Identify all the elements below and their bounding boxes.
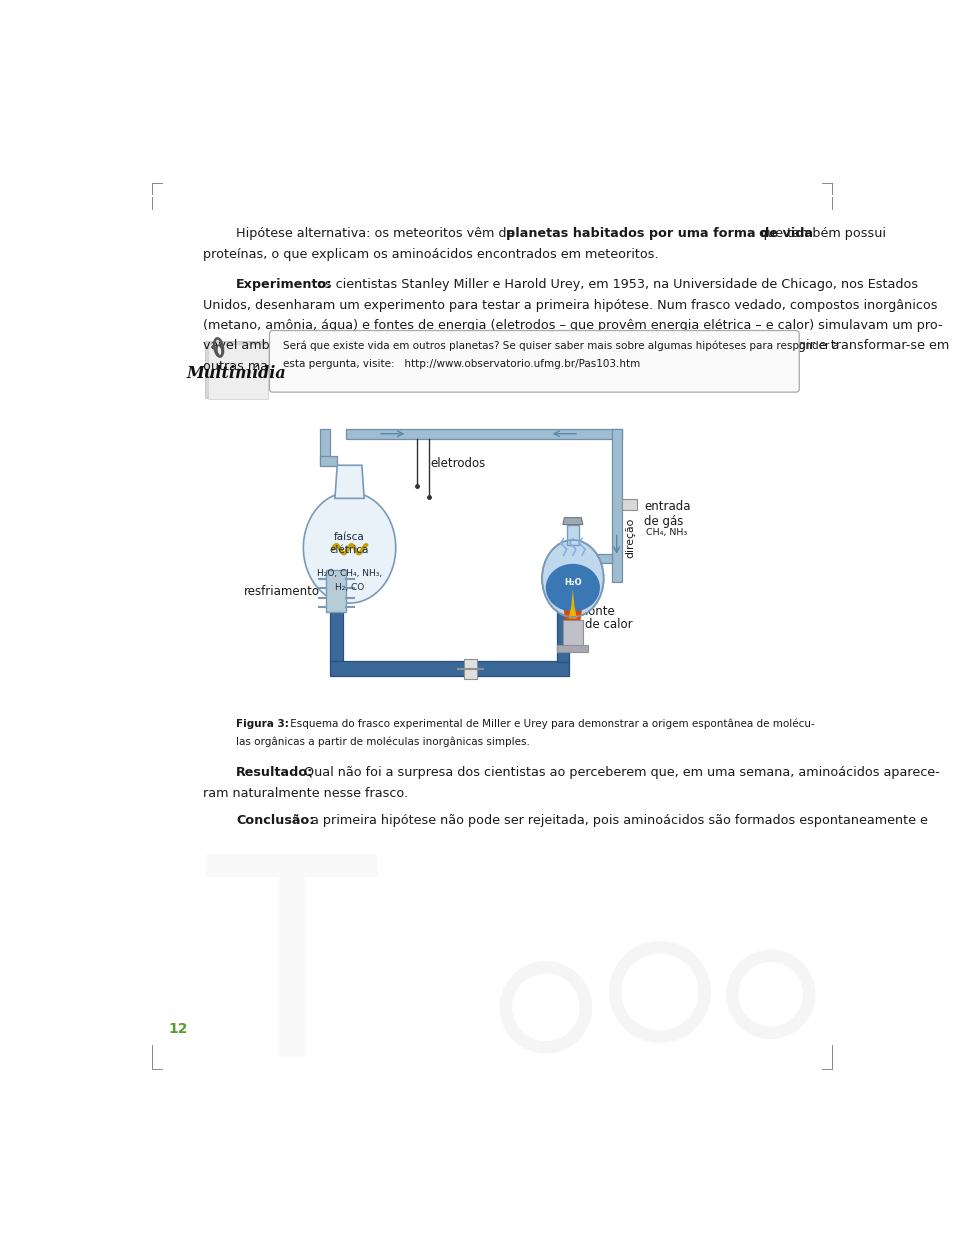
Polygon shape	[566, 525, 579, 544]
Text: proteínas, o que explicam os aminoácidos encontrados em meteoritos.: proteínas, o que explicam os aminoácidos…	[204, 248, 659, 260]
Text: esta pergunta, visite:   http://www.observatorio.ufmg.br/Pas103.htm: esta pergunta, visite: http://www.observ…	[283, 358, 640, 368]
Bar	[326, 570, 347, 613]
Polygon shape	[335, 465, 364, 498]
Text: Será que existe vida em outros planetas? Se quiser saber mais sobre algumas hipó: Será que existe vida em outros planetas?…	[283, 341, 839, 351]
Bar	[330, 613, 343, 662]
Text: Esquema do frasco experimental de Miller e Urey para demonstrar a origem espontâ: Esquema do frasco experimental de Miller…	[287, 719, 815, 729]
Text: fonte: fonte	[586, 605, 616, 618]
Text: las orgânicas a partir de moléculas inorgânicas simples.: las orgânicas a partir de moléculas inor…	[236, 737, 530, 748]
Text: Resultado:: Resultado:	[236, 766, 314, 780]
Text: H₂O, CH₄, NH₃,: H₂O, CH₄, NH₃,	[317, 569, 382, 578]
Text: Conclusão:: Conclusão:	[236, 815, 315, 827]
Text: que também possui: que também possui	[755, 227, 885, 241]
Bar	[557, 605, 569, 662]
Text: (metano, amônia, água) e fontes de energia (eletrodos – que provêm energia elétr: (metano, amônia, água) e fontes de energ…	[204, 319, 943, 332]
Text: planetas habitados por uma forma de vida: planetas habitados por uma forma de vida	[506, 227, 813, 241]
Bar	[612, 429, 622, 582]
Text: Qual não foi a surpresa dos cientistas ao perceberem que, em uma semana, aminoác: Qual não foi a surpresa dos cientistas a…	[304, 766, 940, 780]
Bar	[330, 661, 569, 676]
Text: de gás: de gás	[644, 515, 684, 527]
Bar	[622, 500, 637, 510]
Bar	[579, 554, 612, 563]
Text: direção: direção	[625, 517, 636, 558]
Polygon shape	[563, 578, 583, 620]
FancyBboxPatch shape	[270, 331, 800, 392]
Text: T: T	[207, 846, 376, 1116]
Text: H₂, CO: H₂, CO	[335, 583, 364, 591]
Bar	[346, 429, 622, 439]
Text: H₂O: H₂O	[564, 578, 582, 587]
Text: CH₄, NH₃: CH₄, NH₃	[646, 528, 687, 537]
Text: faísca: faísca	[334, 532, 365, 542]
Ellipse shape	[542, 539, 604, 618]
Ellipse shape	[545, 564, 600, 611]
Text: resfriamento: resfriamento	[244, 585, 321, 598]
Text: Unidos, desenharam um experimento para testar a primeira hipótese. Num frasco ve: Unidos, desenharam um experimento para t…	[204, 299, 938, 311]
Text: elétrica: elétrica	[330, 544, 370, 554]
Text: vável ambiente da Terra primitiva. Eles queriam verificar se moléculas simples p: vável ambiente da Terra primitiva. Eles …	[204, 340, 949, 352]
Text: outras mais complexas.: outras mais complexas.	[204, 360, 355, 373]
Text: Figura 3:: Figura 3:	[236, 719, 289, 729]
Bar	[558, 645, 588, 652]
Bar	[563, 620, 583, 645]
Polygon shape	[568, 589, 577, 619]
Text: a primeira hipótese não pode ser rejeitada, pois aminoácidos são formados espont: a primeira hipótese não pode ser rejeita…	[307, 815, 928, 827]
Bar	[320, 456, 337, 466]
Text: 12: 12	[168, 1022, 187, 1035]
Text: Multimídia: Multimídia	[186, 365, 286, 382]
Polygon shape	[208, 345, 268, 399]
Polygon shape	[563, 517, 583, 525]
Ellipse shape	[303, 492, 396, 603]
Text: os cientistas Stanley Miller e Harold Urey, em 1953, na Universidade de Chicago,: os cientistas Stanley Miller e Harold Ur…	[313, 278, 919, 291]
Bar	[464, 658, 477, 678]
Polygon shape	[204, 341, 265, 398]
Text: eletrodos: eletrodos	[430, 456, 486, 470]
Text: Experimento:: Experimento:	[236, 278, 333, 291]
Text: Hipótese alternativa: os meteoritos vêm de: Hipótese alternativa: os meteoritos vêm …	[236, 227, 518, 241]
Bar	[320, 429, 330, 465]
Text: ram naturalmente nesse frasco.: ram naturalmente nesse frasco.	[204, 786, 408, 800]
Text: de calor: de calor	[586, 619, 633, 631]
Text: entrada: entrada	[644, 500, 691, 513]
